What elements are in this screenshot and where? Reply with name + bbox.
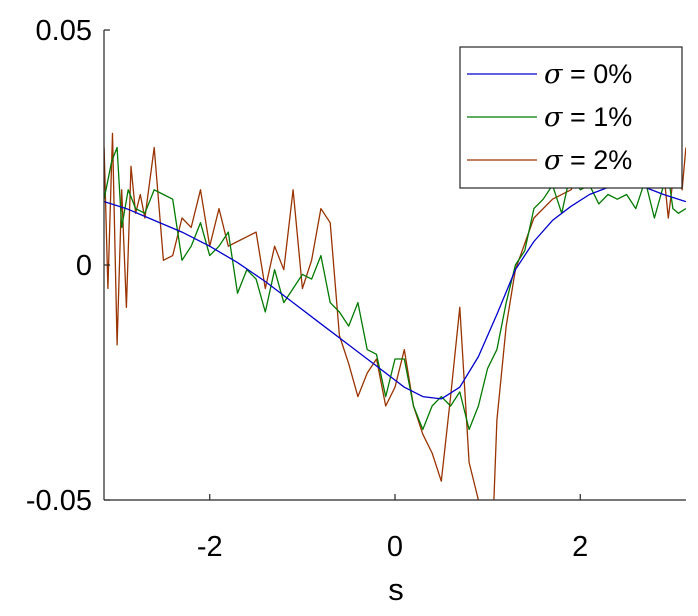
x-tick-label: -2 [197,531,223,563]
legend-sigma-1: σ [544,102,564,133]
y-tick-label: -0.05 [26,485,92,517]
series-line-2 [104,132,686,500]
legend-sigma-0: σ [544,59,564,90]
y-tick-label: 0 [76,250,92,282]
legend-value-0: = 0% [562,59,632,89]
series-line-1 [104,146,686,431]
x-axis-label: s [388,572,404,607]
legend-value-1: = 1% [562,102,632,132]
x-tick-label: 0 [387,531,403,563]
legend-label-0: σ = 0% [544,59,632,90]
y-tick-label: 0.05 [36,15,92,47]
legend: σ = 0%σ = 1%σ = 2% [459,46,683,189]
x-tick-label: 2 [572,531,588,563]
legend-value-2: = 2% [562,145,632,175]
legend-label-2: σ = 2% [544,145,632,176]
series-layer [104,132,686,500]
series-line-0 [104,184,686,400]
legend-sigma-2: σ [544,145,564,176]
tick-layer: -2 0 2 -0.05 0 0.05 [26,15,588,563]
legend-label-1: σ = 1% [544,102,632,133]
